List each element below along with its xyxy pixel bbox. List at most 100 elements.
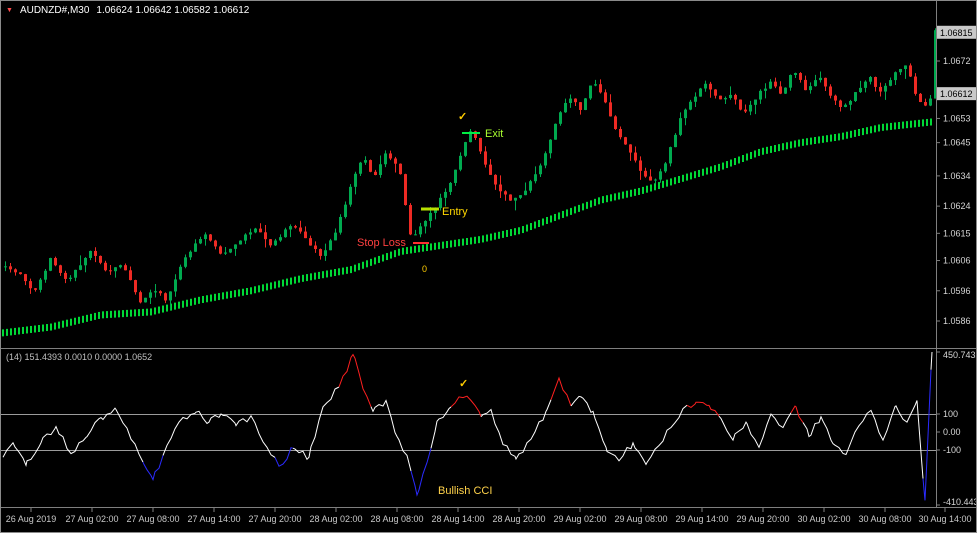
main-chart-annotations: ✓ Exit Entry Stop Loss 0 <box>357 111 503 274</box>
entry-label[interactable]: Entry <box>442 206 468 218</box>
candle-body <box>844 104 847 107</box>
cci-line-segment <box>550 376 572 407</box>
candlestick-series[interactable] <box>4 28 937 310</box>
candle-body <box>904 65 907 69</box>
candle-body <box>199 239 202 244</box>
candle-body <box>514 197 517 201</box>
candle-body <box>874 77 877 87</box>
cci-axis[interactable]: 450.7432 100 0.00 -100 -410.4436 <box>936 350 977 507</box>
candle-body <box>89 250 92 258</box>
candle-body <box>824 77 827 87</box>
candle-body <box>589 85 592 99</box>
candle-body <box>689 101 692 110</box>
candle-body <box>349 186 352 205</box>
zero-marker[interactable]: 0 <box>422 264 427 274</box>
candle-body <box>634 152 637 161</box>
price-axis-label: 1.0586 <box>943 316 971 326</box>
candle-body <box>499 184 502 192</box>
price-axis-label: 1.0672 <box>943 56 971 66</box>
time-axis-label: 26 Aug 2019 <box>6 514 57 524</box>
cci-line-segment <box>930 351 933 370</box>
candle-body <box>899 68 902 73</box>
candle-body <box>709 83 712 90</box>
candle-body <box>544 153 547 166</box>
candle-body <box>629 144 632 153</box>
candle-body <box>624 137 627 145</box>
candle-body <box>759 90 762 100</box>
candle-body <box>849 101 852 105</box>
candle-body <box>929 98 932 106</box>
cci-check-mark[interactable]: ✓ <box>459 378 468 390</box>
candle-body <box>909 65 912 77</box>
candle-body <box>284 229 287 238</box>
candle-body <box>684 109 687 119</box>
candle-body <box>699 88 702 97</box>
cci-line-segment <box>410 448 432 497</box>
candle-body <box>779 86 782 94</box>
candle-body <box>489 164 492 175</box>
candle-body <box>29 281 32 289</box>
candle-body <box>469 131 472 143</box>
candle-body <box>249 232 252 235</box>
stop-loss-label[interactable]: Stop Loss <box>357 237 406 249</box>
time-axis[interactable]: 26 Aug 2019 27 Aug 02:00 27 Aug 08:00 27 Au… <box>6 508 972 524</box>
candle-body <box>744 109 747 112</box>
cci-line[interactable] <box>2 351 933 501</box>
candle-body <box>504 191 507 195</box>
candle-body <box>669 147 672 164</box>
cci-gridlines <box>1 414 936 451</box>
price-box <box>937 25 976 39</box>
candle-body <box>124 265 127 271</box>
candle-body <box>24 274 27 282</box>
cci-line-segment <box>686 401 720 417</box>
candle-body <box>414 234 417 236</box>
cci-line-segment <box>802 400 924 479</box>
candle-body <box>289 226 292 230</box>
exit-label[interactable]: Exit <box>485 128 503 140</box>
candle-body <box>649 176 652 181</box>
candle-body <box>384 153 387 165</box>
time-axis-label: 28 Aug 20:00 <box>492 514 545 524</box>
cci-line-segment <box>338 353 372 407</box>
candle-body <box>79 265 82 270</box>
cci-line-segment <box>370 399 412 472</box>
candle-body <box>239 240 242 245</box>
candle-body <box>54 257 57 266</box>
trend-ribbon-indicator[interactable] <box>2 118 932 337</box>
candle-body <box>319 249 322 256</box>
candle-body <box>449 182 452 192</box>
price-axis[interactable]: 1.0672 1.0653 1.0645 1.0634 1.0624 1.0615 1.06… <box>936 25 977 326</box>
candle-body <box>99 255 102 263</box>
candle-body <box>49 257 52 271</box>
candle-body <box>344 204 347 217</box>
bullish-cci-label[interactable]: Bullish CCI <box>438 485 492 497</box>
candle-body <box>219 246 222 254</box>
candle-body <box>69 277 72 279</box>
price-axis-label: 1.0653 <box>943 113 971 123</box>
candle-body <box>139 292 142 303</box>
candle-body <box>179 266 182 280</box>
candle-body <box>719 95 722 100</box>
time-axis-label: 30 Aug 08:00 <box>858 514 911 524</box>
candle-body <box>804 79 807 91</box>
cci-annotations: ✓ Bullish CCI <box>438 378 492 497</box>
candle-body <box>534 174 537 182</box>
candle-body <box>34 288 37 290</box>
candle-body <box>704 83 707 89</box>
candle-body <box>524 190 527 196</box>
candle-body <box>374 171 377 175</box>
trade-check-mark[interactable]: ✓ <box>458 111 467 123</box>
candle-body <box>919 93 922 103</box>
candle-body <box>894 72 897 81</box>
cci-line-segment <box>292 386 340 461</box>
candle-body <box>579 102 582 110</box>
candle-body <box>94 250 97 256</box>
time-axis-label: 27 Aug 02:00 <box>65 514 118 524</box>
candle-body <box>799 73 802 80</box>
candle-body <box>309 238 312 246</box>
cci-line-segment <box>480 399 552 461</box>
candle-body <box>549 139 552 154</box>
candle-body <box>359 162 362 174</box>
candle-body <box>389 153 392 159</box>
